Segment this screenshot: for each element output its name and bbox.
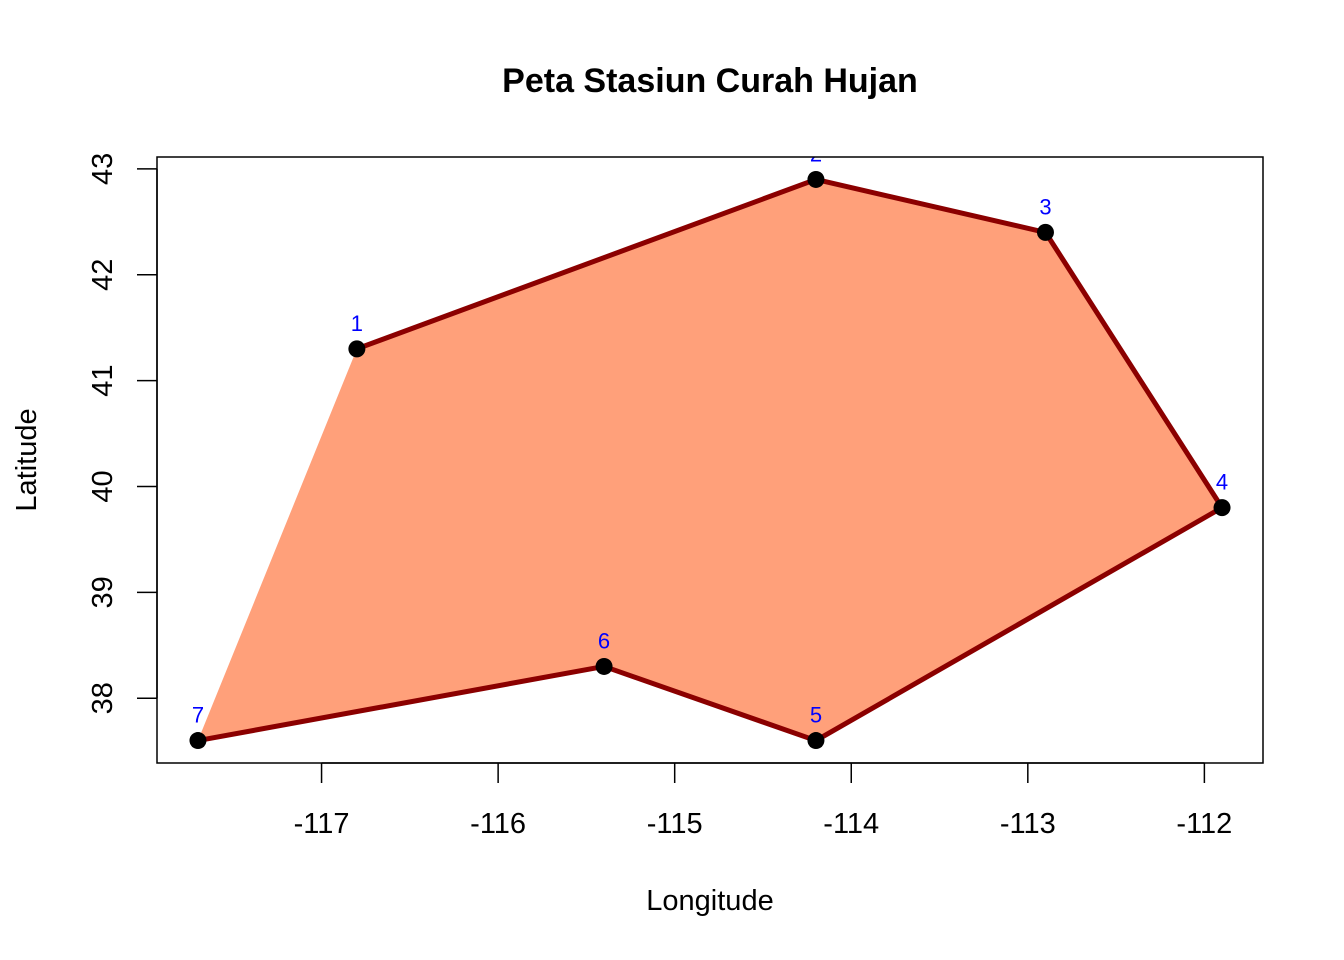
x-tick-label: -114 <box>823 808 879 840</box>
connector-line <box>813 176 1048 235</box>
station-label: 5 <box>810 703 822 728</box>
connector-line <box>1042 229 1225 511</box>
station-point <box>1213 499 1231 517</box>
station-label: 2 <box>810 141 822 166</box>
y-tick-label: 38 <box>87 682 119 714</box>
chart-title: Peta Stasiun Curah Hujan <box>502 62 918 100</box>
station-label: 3 <box>1039 194 1051 219</box>
x-tick-label: -113 <box>1000 808 1056 840</box>
station-polygon <box>197 179 1223 741</box>
station-point <box>1036 223 1054 241</box>
x-tick-label: -112 <box>1176 808 1232 840</box>
x-tick-label: -117 <box>294 808 350 840</box>
station-label: 6 <box>598 628 610 653</box>
station-point <box>595 657 613 675</box>
x-tick-label: -116 <box>470 808 526 840</box>
y-tick-label: 43 <box>87 153 119 185</box>
station-point <box>348 340 366 358</box>
connector-line <box>354 176 819 352</box>
x-axis: -117 -116 -115 -114 -113 -112 <box>294 762 1232 840</box>
y-tick-label: 39 <box>87 576 119 608</box>
y-axis: 38 39 40 41 42 43 <box>87 153 158 714</box>
station-label: 1 <box>351 311 363 336</box>
connector-line <box>601 663 819 744</box>
station-point <box>807 732 825 750</box>
station-label: 4 <box>1216 470 1228 495</box>
station-label: 7 <box>192 703 204 728</box>
y-tick-label: 42 <box>87 259 119 291</box>
plot-area: 1 2 3 4 5 6 7 <box>189 141 1231 750</box>
x-axis-title: Longitude <box>646 885 773 917</box>
y-axis-title: Latitude <box>11 408 43 511</box>
connector-line <box>195 663 607 744</box>
x-tick-label: -115 <box>647 808 703 840</box>
station-point <box>807 170 825 188</box>
connector-line <box>813 505 1225 744</box>
y-tick-label: 40 <box>87 470 119 502</box>
station-point <box>189 732 207 750</box>
y-tick-label: 41 <box>87 364 119 396</box>
